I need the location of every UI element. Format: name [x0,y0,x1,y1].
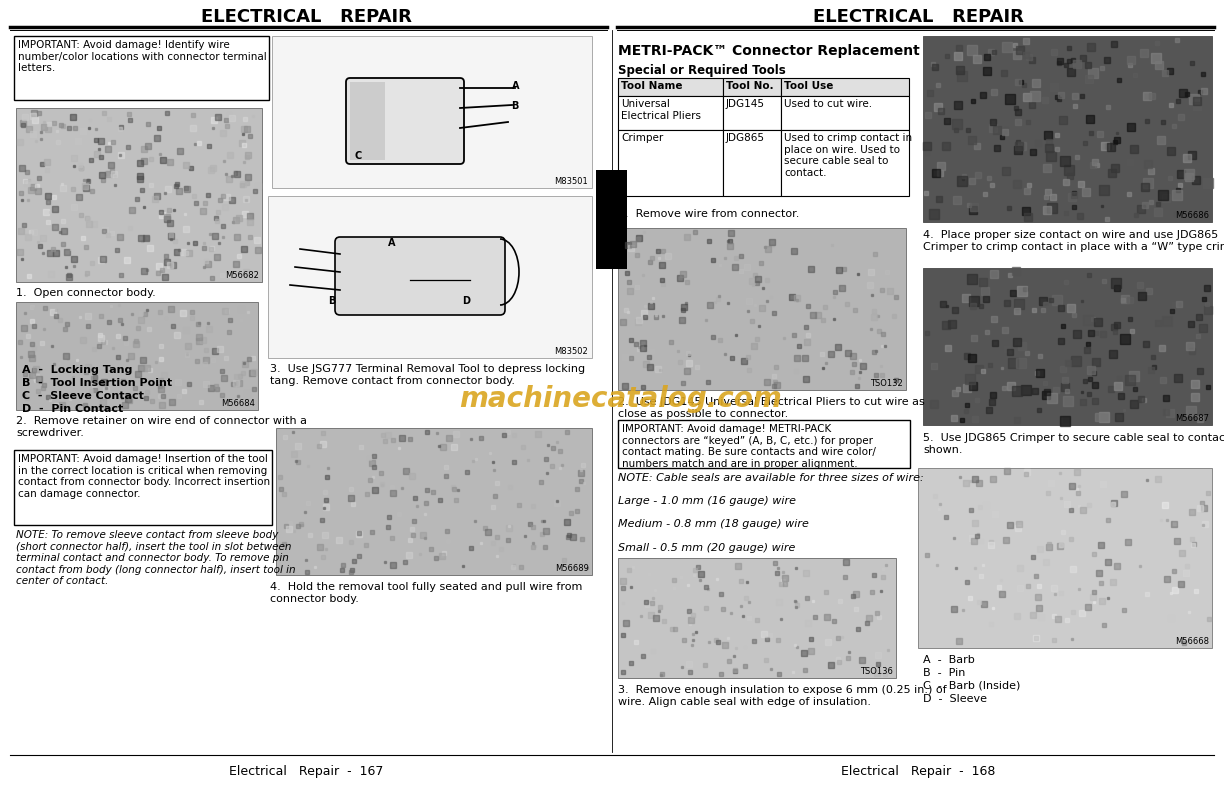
Text: Used to crimp contact in
place on wire. Used to
secure cable seal to
contact.: Used to crimp contact in place on wire. … [785,133,912,177]
Text: M56668: M56668 [1175,637,1209,646]
Text: A: A [513,81,520,91]
Bar [781,96,909,130]
Text: 5.  Use JDG865 Crimper to secure cable seal to contact as
shown.: 5. Use JDG865 Crimper to secure cable se… [923,433,1224,455]
FancyBboxPatch shape [346,78,464,164]
Text: IMPORTANT: Avoid damage! METRI-PACK
connectors are “keyed” (A, B, C, etc.) for p: IMPORTANT: Avoid damage! METRI-PACK conn… [622,424,876,469]
Text: Tool Name: Tool Name [621,81,683,91]
Bar [618,96,723,130]
FancyBboxPatch shape [350,82,386,160]
Text: METRI-PACK™ Connector Replacement: METRI-PACK™ Connector Replacement [618,44,919,58]
Text: D: D [461,296,470,306]
Bar [723,78,781,96]
Text: TSO132: TSO132 [870,379,903,388]
Text: 2.  Remove retainer on wire end of connector with a
screwdriver.: 2. Remove retainer on wire end of connec… [16,416,307,438]
Bar [13,36,269,100]
Text: D  -  Pin Contact: D - Pin Contact [22,404,124,414]
Text: D  -  Sleeve: D - Sleeve [923,694,987,704]
Bar [723,130,781,196]
Text: M56684: M56684 [222,399,255,408]
FancyBboxPatch shape [335,237,506,315]
Bar [618,78,723,96]
Bar [923,36,1212,222]
Text: 4.  Place proper size contact on wire and use JDG865
Crimper to crimp contact in: 4. Place proper size contact on wire and… [923,230,1224,252]
Text: JDG145: JDG145 [726,99,765,109]
Bar [918,468,1212,648]
Text: B  -  Pin: B - Pin [923,668,966,678]
Bar [16,108,262,282]
Bar [275,428,592,575]
Text: IMPORTANT: Avoid damage! Identify wire
number/color locations with connector ter: IMPORTANT: Avoid damage! Identify wire n… [18,40,267,73]
Text: M83502: M83502 [554,347,588,356]
Text: C: C [355,151,361,161]
Text: Special or Required Tools: Special or Required Tools [618,64,786,77]
Text: M56687: M56687 [1175,414,1209,423]
Bar [618,130,723,196]
Text: Universal
Electrical Pliers: Universal Electrical Pliers [621,99,701,120]
Text: Tool Use: Tool Use [785,81,834,91]
Text: JDG865: JDG865 [726,133,765,143]
Text: C  -  Barb (Inside): C - Barb (Inside) [923,681,1021,691]
Text: 1.  Remove wire from connector.: 1. Remove wire from connector. [618,209,799,219]
Text: B  -  Tool Insertion Point: B - Tool Insertion Point [22,378,173,388]
Bar [16,302,258,410]
Bar [268,196,592,358]
Text: ELECTRICAL   REPAIR: ELECTRICAL REPAIR [201,8,411,26]
Bar [781,78,909,96]
Text: IMPORTANT: Avoid damage! Insertion of the tool
in the correct location is critic: IMPORTANT: Avoid damage! Insertion of th… [18,454,271,499]
Bar [272,36,592,188]
Text: TSO136: TSO136 [860,667,894,676]
Bar [923,268,1212,425]
Bar [13,450,272,525]
Text: 1.  Open connector body.: 1. Open connector body. [16,288,155,298]
Text: A  -  Barb: A - Barb [923,655,974,665]
Text: 3.  Remove enough insulation to expose 6 mm (0.25 in.) of
wire. Align cable seal: 3. Remove enough insulation to expose 6 … [618,685,946,706]
Text: Crimper: Crimper [621,133,663,143]
Text: A  -  Locking Tang: A - Locking Tang [22,365,132,375]
Text: NOTE: To remove sleeve contact from sleeve body
(short connector half), insert t: NOTE: To remove sleeve contact from slee… [16,530,296,586]
Bar [618,420,909,468]
Text: Electrical   Repair  -  168: Electrical Repair - 168 [841,766,995,779]
Text: B: B [512,101,519,111]
Text: Used to cut wire.: Used to cut wire. [785,99,873,109]
Text: Electrical   Repair  -  167: Electrical Repair - 167 [229,766,383,779]
Bar [618,228,906,390]
Text: NOTE: Cable seals are available for three sizes of wire:

Large - 1.0 mm (16 gau: NOTE: Cable seals are available for thre… [618,473,924,553]
Text: 3.  Use JSG777 Terminal Removal Tool to depress locking
tang. Remove contact fro: 3. Use JSG777 Terminal Removal Tool to d… [271,364,585,386]
Text: 4.  Hold the removal tool fully seated and pull wire from
connector body.: 4. Hold the removal tool fully seated an… [271,582,583,604]
Text: 2.  Use JDG145 Universal Electrical Pliers to cut wire as
close as possible to c: 2. Use JDG145 Universal Electrical Plier… [618,397,925,419]
Text: M56689: M56689 [556,564,589,573]
Text: M56682: M56682 [225,271,259,280]
Text: B: B [328,296,335,306]
Text: Tool No.: Tool No. [726,81,774,91]
Bar [723,96,781,130]
Text: machinecatalog.com: machinecatalog.com [459,385,782,413]
Text: C  -  Sleeve Contact: C - Sleeve Contact [22,391,144,401]
Text: M56686: M56686 [1175,211,1209,220]
Text: M83501: M83501 [554,177,588,186]
Bar [618,558,896,678]
Text: ELECTRICAL   REPAIR: ELECTRICAL REPAIR [813,8,1023,26]
Bar [781,130,909,196]
Text: A: A [388,238,395,248]
Bar [596,170,627,269]
